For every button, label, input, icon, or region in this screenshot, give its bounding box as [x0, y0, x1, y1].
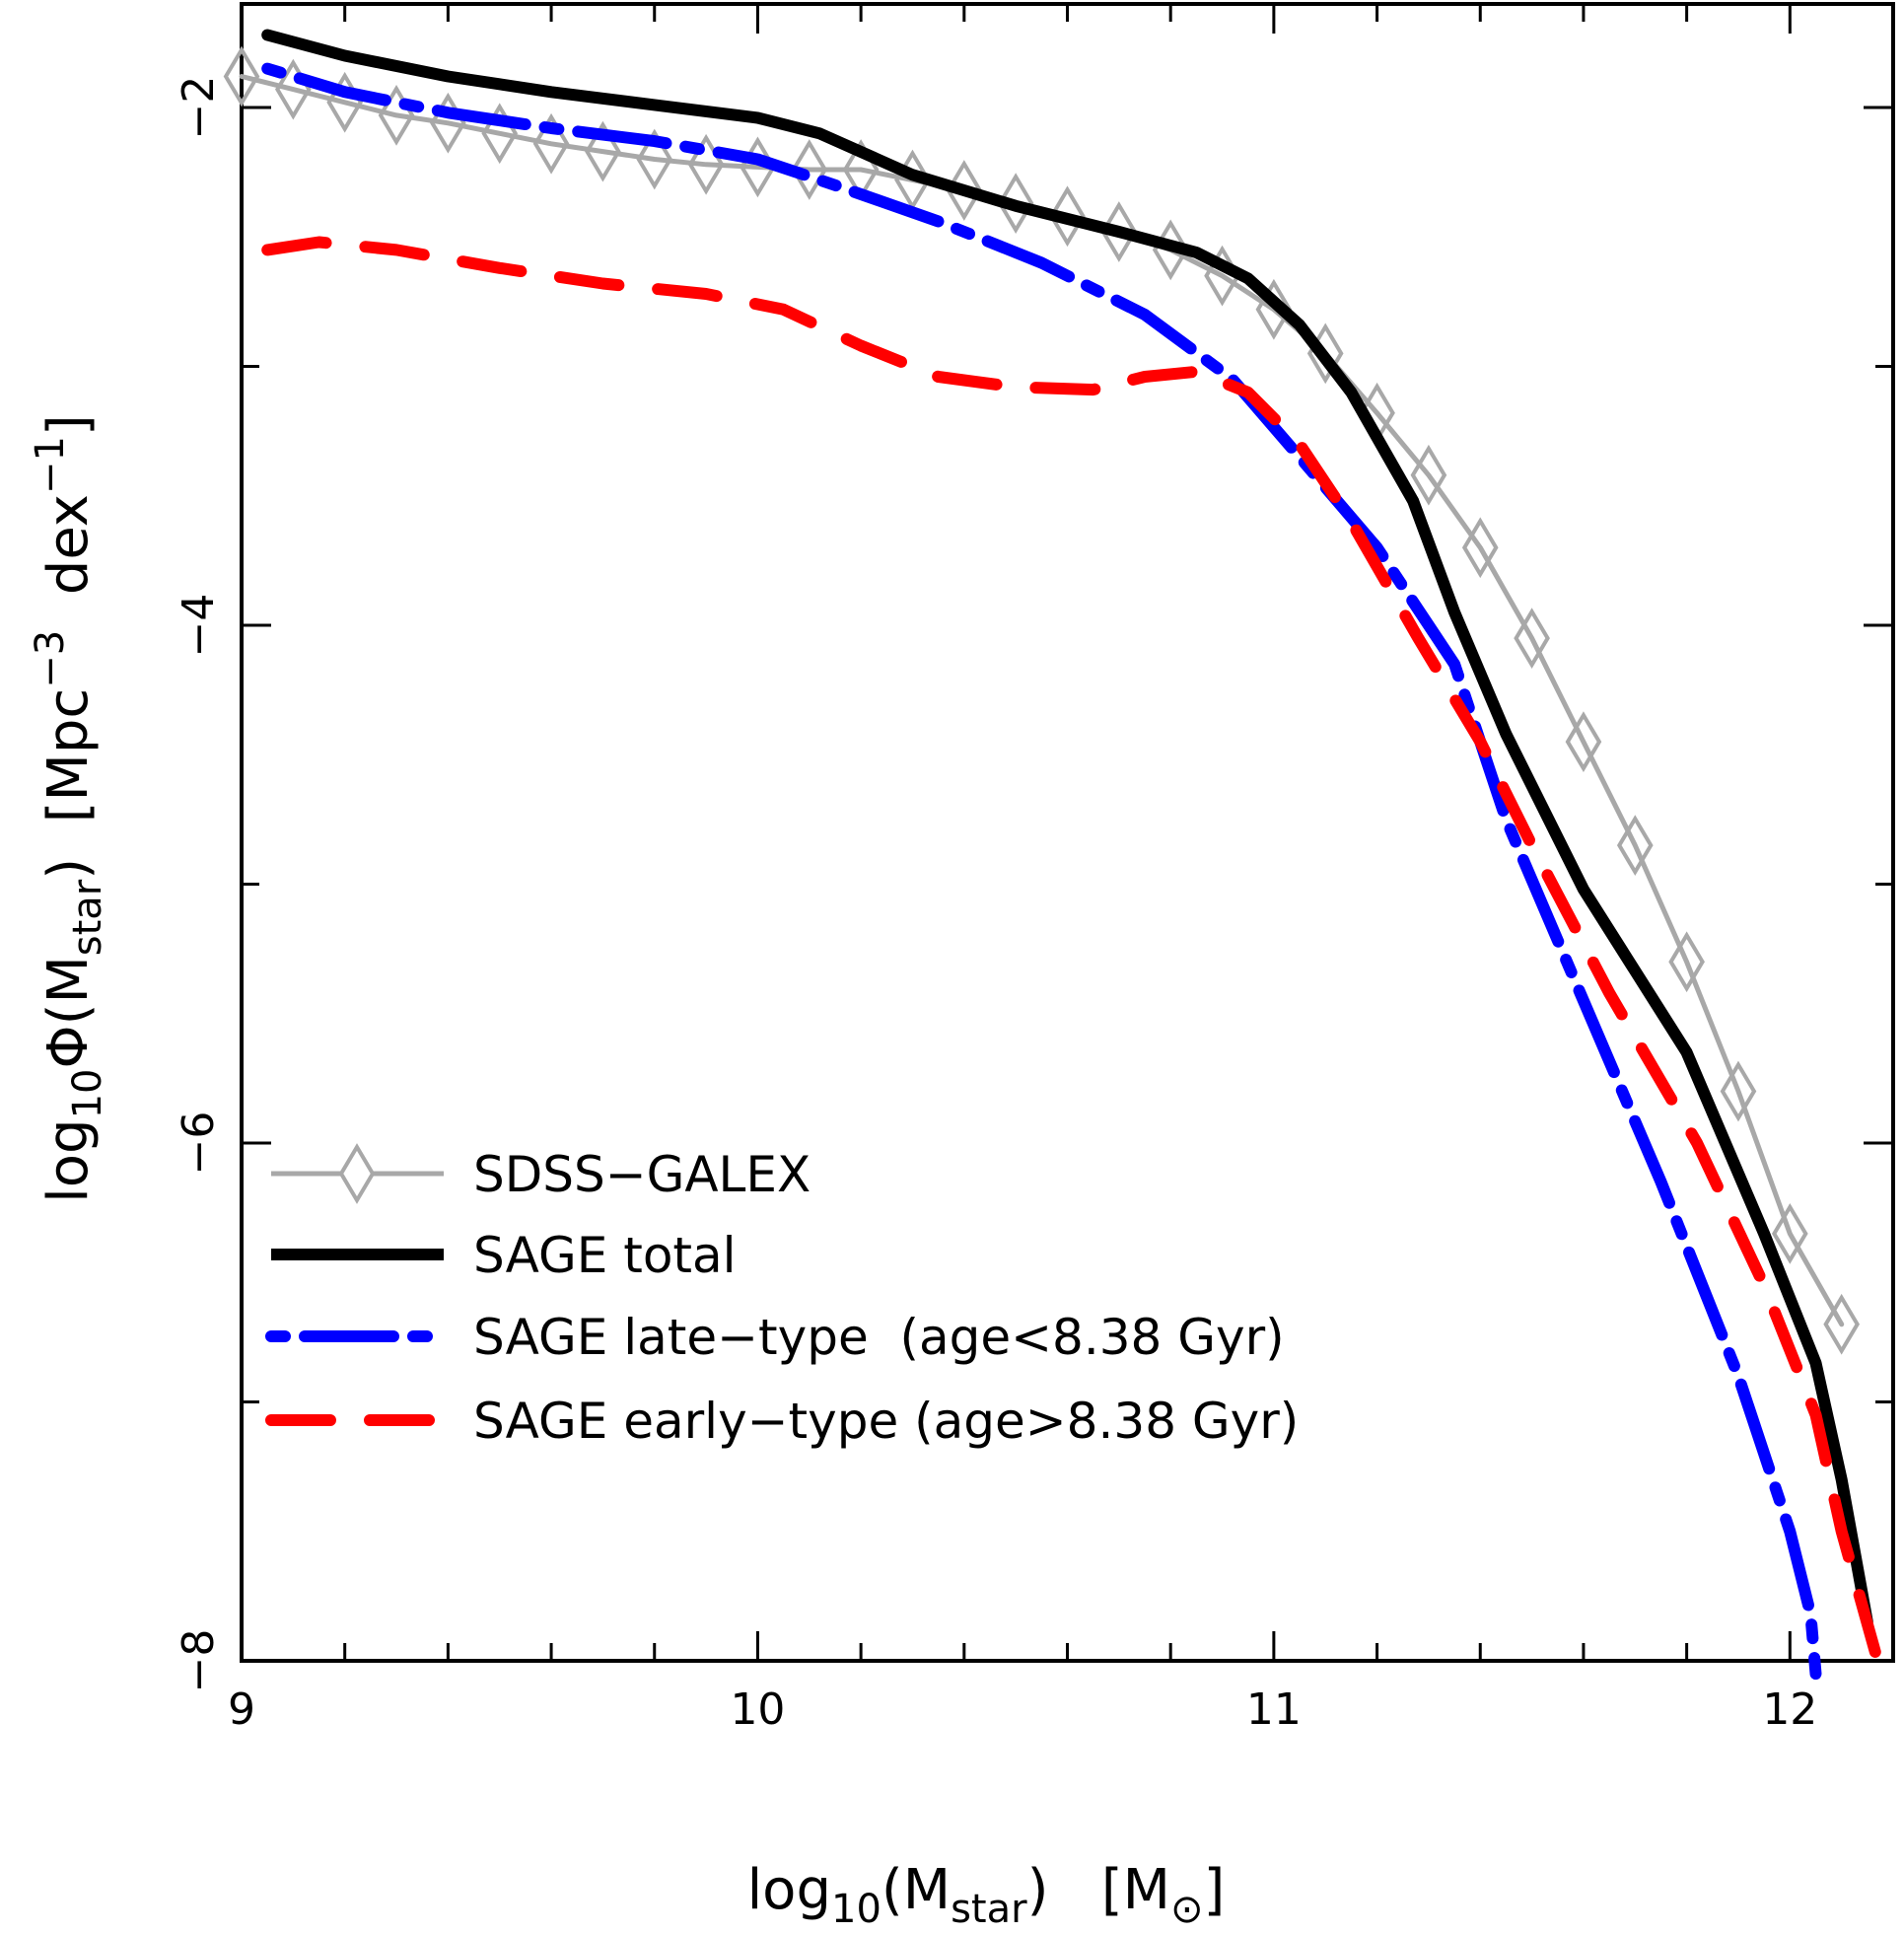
data-point-diamond — [1668, 931, 1705, 993]
data-point-diamond — [1823, 1293, 1860, 1355]
y-tick-label: −2 — [174, 76, 224, 140]
legend-item-sage-early-type: SAGE early−type (age>8.38 Gyr) — [265, 1393, 1299, 1450]
legend-label-sage-total: SAGE total — [473, 1227, 737, 1284]
y-tick-label: −4 — [174, 594, 224, 658]
legend-label-sdss-galex: SDSS−GALEX — [473, 1146, 811, 1203]
data-point-diamond — [223, 45, 260, 107]
series-line — [261, 62, 1822, 1681]
data-point-diamond — [997, 173, 1034, 235]
data-point-diamond — [1255, 278, 1293, 340]
x-tick-label: 9 — [228, 1684, 255, 1735]
legend-item-sage-late-type: SAGE late−type (age<8.38 Gyr) — [265, 1309, 1285, 1366]
y-axis-label: log10Φ(Mstar) [Mpc−3 dex−1] — [28, 414, 110, 1203]
data-point-diamond — [1771, 1202, 1808, 1264]
series-line — [261, 29, 1873, 1628]
series-line — [261, 236, 1884, 1667]
y-tick-label: −8 — [174, 1629, 224, 1693]
sun-symbol-icon: ⊙ — [1170, 1887, 1204, 1932]
series-3 — [261, 236, 1884, 1667]
legend-label-sage-late-type: SAGE late−type (age<8.38 Gyr) — [473, 1309, 1285, 1366]
y-tick-label: −6 — [174, 1111, 224, 1176]
data-point-diamond — [532, 112, 570, 175]
data-point-diamond — [791, 139, 828, 200]
x-axis-label: log10(Mstar) [M⊙] — [747, 1858, 1226, 1932]
x-tick-label: 10 — [730, 1684, 785, 1735]
legend-item-sdss-galex: SDSS−GALEX — [271, 1143, 811, 1204]
data-point-diamond — [1410, 444, 1447, 506]
series-2 — [261, 62, 1822, 1681]
legend-item-sage-total: SAGE total — [271, 1227, 737, 1284]
legend-label-sage-early-type: SAGE early−type (age>8.38 Gyr) — [473, 1393, 1299, 1450]
series-group — [223, 29, 1884, 1681]
data-point-diamond — [1514, 608, 1550, 670]
legend: SDSS−GALEX SAGE total SAGE late−type (ag… — [265, 1143, 1299, 1450]
data-point-diamond — [1565, 711, 1602, 773]
axis-ticks — [240, 4, 1895, 1663]
data-point-diamond — [1049, 185, 1086, 248]
legend-diamond-marker — [338, 1143, 376, 1204]
x-tick-label: 11 — [1246, 1684, 1302, 1735]
data-point-diamond — [636, 128, 673, 190]
data-point-diamond — [585, 120, 621, 182]
series-1 — [261, 29, 1873, 1628]
data-point-diamond — [1616, 815, 1654, 877]
axis-tick-labels: 9 10 11 12 −2 −4 −6 −8 — [174, 76, 1817, 1735]
data-point-diamond — [1461, 517, 1499, 579]
data-point-diamond — [1100, 201, 1138, 262]
x-tick-label: 12 — [1762, 1684, 1817, 1735]
data-point-diamond — [1720, 1060, 1757, 1122]
